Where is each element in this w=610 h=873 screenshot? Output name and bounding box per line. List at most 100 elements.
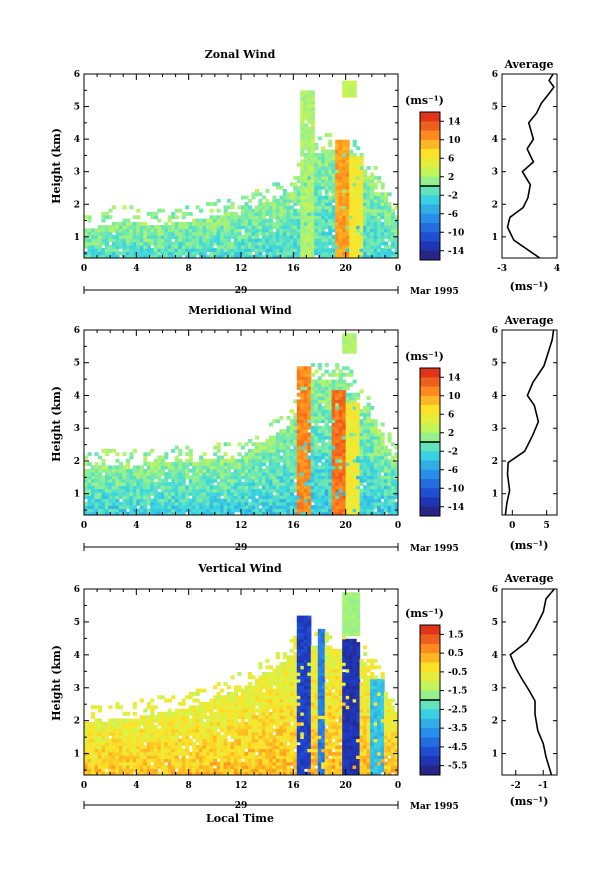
- heatmap-cell: [227, 228, 232, 233]
- heatmap-cell: [272, 462, 277, 466]
- heatmap-cell: [286, 462, 291, 466]
- heatmap-cell: [338, 244, 343, 249]
- heatmap-cell: [387, 472, 392, 476]
- heatmap-cell: [377, 495, 382, 500]
- heatmap-cell: [244, 501, 249, 506]
- heatmap-cell: [370, 225, 375, 229]
- heatmap-cell: [118, 482, 123, 486]
- heatmap-cell: [303, 202, 308, 206]
- heatmap-cell: [178, 738, 183, 743]
- heatmap-cell: [227, 488, 232, 493]
- heatmap-cell: [160, 751, 165, 756]
- heatmap-cell: [185, 212, 190, 216]
- heatmap-cell: [349, 429, 354, 433]
- heatmap-cell: [164, 488, 169, 493]
- heatmap-cell: [380, 248, 385, 252]
- heatmap-cell: [296, 208, 301, 213]
- heatmap-cell: [261, 462, 266, 466]
- heatmap-cell: [164, 228, 169, 233]
- heatmap-cell: [87, 501, 92, 506]
- heatmap-cell: [342, 251, 347, 256]
- heatmap-cell: [293, 422, 298, 427]
- y-tick-label: 3: [74, 168, 80, 178]
- heatmap-cell: [153, 715, 158, 720]
- heatmap-cell: [129, 731, 134, 736]
- heatmap-cell: [363, 205, 368, 210]
- heatmap-cell: [391, 231, 396, 236]
- heatmap-cell: [157, 465, 162, 470]
- heatmap-cell: [352, 505, 357, 509]
- heatmap-cell: [164, 465, 169, 470]
- heatmap-cell: [139, 768, 144, 773]
- average-frame: [501, 329, 558, 516]
- heatmap-cell: [265, 212, 270, 216]
- heatmap-cell: [394, 452, 398, 457]
- heatmap-cell: [317, 238, 322, 243]
- heatmap-cell: [255, 488, 260, 493]
- heatmap-cell: [181, 751, 186, 756]
- x-tick-label: 4: [133, 264, 139, 274]
- heatmap-cell: [199, 765, 204, 769]
- heatmap-cell: [377, 244, 382, 249]
- heatmap-cell: [111, 738, 116, 743]
- heatmap-cell: [289, 439, 294, 443]
- heatmap-cell: [213, 761, 218, 766]
- heatmap-cell: [94, 254, 99, 258]
- heatmap-cell: [136, 511, 141, 515]
- heatmap-cell: [181, 505, 186, 509]
- heatmap-cell: [293, 189, 298, 193]
- heatmap-cell: [118, 758, 123, 763]
- heatmap-cell: [324, 369, 329, 374]
- heatmap-cell: [195, 708, 200, 713]
- heatmap-cell: [356, 422, 361, 427]
- heatmap-cell: [338, 399, 343, 404]
- heatmap-cell: [258, 488, 263, 493]
- heatmap-cell: [132, 735, 137, 740]
- heatmap-cell: [206, 765, 211, 769]
- heatmap-cell: [255, 225, 260, 229]
- heatmap-cell: [98, 241, 103, 246]
- heatmap-cell: [314, 495, 319, 500]
- heatmap-cell: [98, 231, 103, 236]
- heatmap-cell: [272, 478, 277, 483]
- heatmap-cell: [202, 482, 207, 486]
- heatmap-cell: [356, 406, 361, 410]
- heatmap-cell: [129, 472, 134, 476]
- heatmap-cell: [241, 254, 246, 258]
- heatmap-cell: [377, 198, 382, 203]
- heatmap-cell: [132, 741, 137, 746]
- heatmap-cell: [157, 225, 162, 229]
- heatmap-cell: [111, 765, 116, 769]
- heatmap-cell: [118, 748, 123, 753]
- heatmap-cell: [310, 439, 315, 443]
- heatmap-cell: [150, 228, 155, 233]
- heatmap-cell: [328, 389, 333, 394]
- heatmap-cell: [286, 439, 291, 443]
- heatmap-cell: [188, 718, 193, 723]
- heatmap-cell: [328, 241, 333, 246]
- heatmap-cell: [373, 439, 378, 443]
- heatmap-cell: [213, 452, 218, 457]
- heatmap-cell: [363, 419, 368, 424]
- heatmap-cell: [338, 406, 343, 410]
- heatmap-cell: [307, 162, 312, 167]
- heatmap-cell: [380, 254, 385, 258]
- heatmap-cell: [331, 422, 336, 427]
- heatmap-cell: [363, 425, 368, 430]
- heatmap-cell: [331, 468, 336, 473]
- heatmap-cell: [345, 475, 350, 480]
- heatmap-cell: [160, 748, 165, 753]
- heatmap-cell: [237, 228, 242, 233]
- chart-title: Zonal Wind: [205, 48, 276, 61]
- heatmap-cell: [91, 468, 96, 473]
- heatmap-cell: [370, 251, 375, 256]
- heatmap-cell: [258, 501, 263, 506]
- heatmap-cell: [338, 478, 343, 483]
- heatmap-cell: [366, 495, 371, 500]
- heatmap-cell: [342, 189, 347, 193]
- heatmap-cell: [223, 244, 228, 249]
- heatmap-cell: [356, 228, 361, 233]
- heatmap-cell: [387, 244, 392, 249]
- heatmap-cell: [342, 472, 347, 476]
- heatmap-cell: [146, 244, 151, 249]
